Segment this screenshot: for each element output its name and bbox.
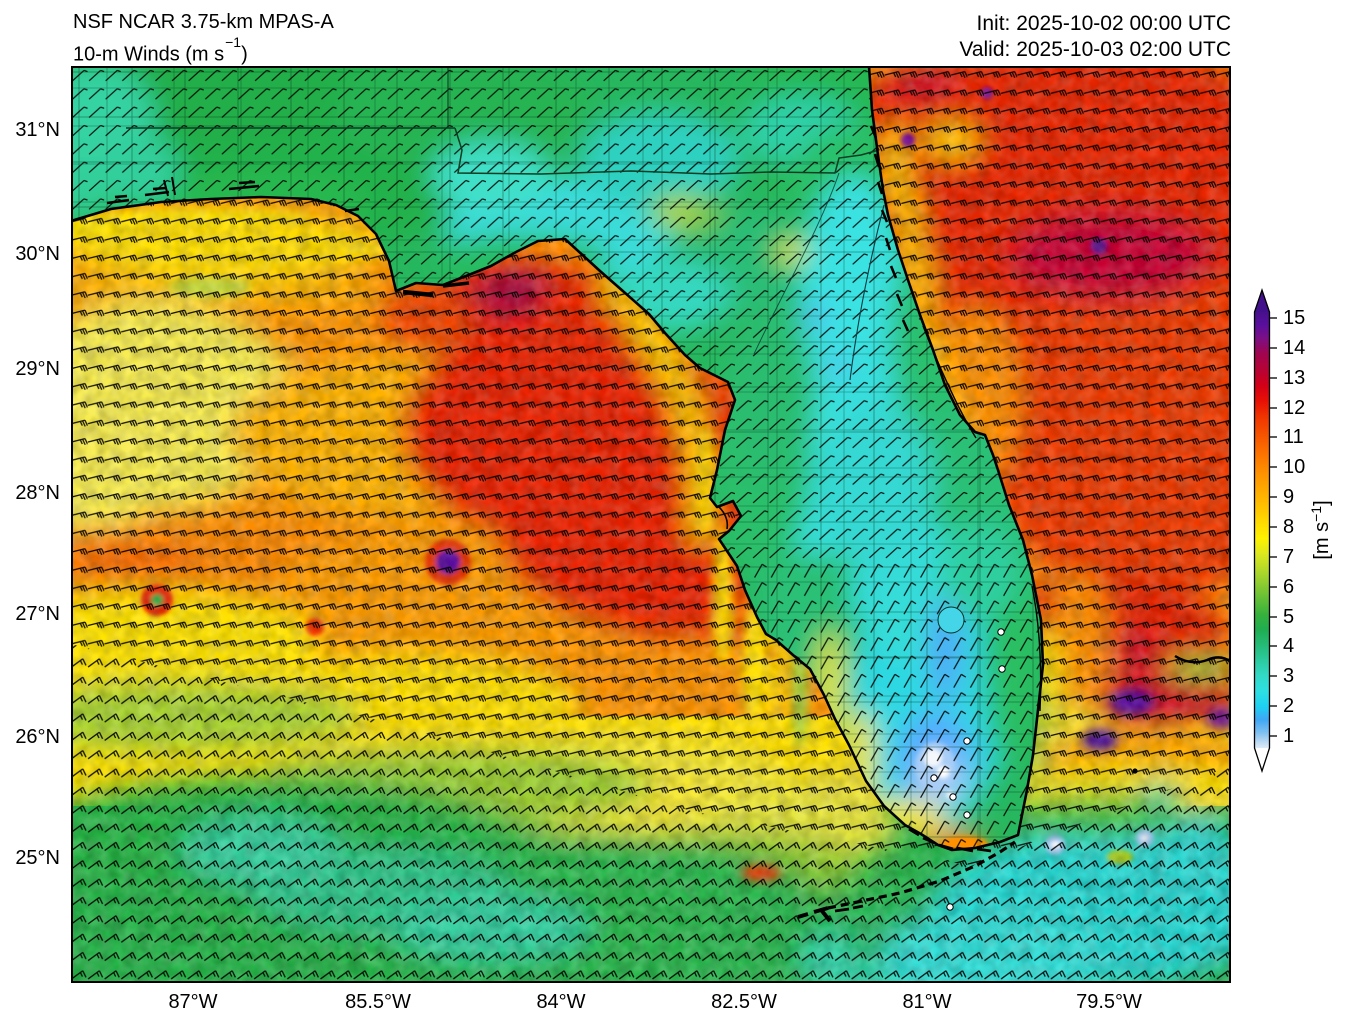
svg-text:3: 3 bbox=[1283, 665, 1294, 687]
svg-text:6: 6 bbox=[1283, 576, 1294, 598]
svg-text:1: 1 bbox=[1283, 725, 1294, 747]
svg-text:[m s−1]: [m s−1] bbox=[1308, 500, 1333, 559]
svg-text:10: 10 bbox=[1283, 456, 1305, 478]
svg-text:5: 5 bbox=[1283, 606, 1294, 628]
svg-text:15: 15 bbox=[1283, 307, 1305, 329]
svg-text:9: 9 bbox=[1283, 486, 1294, 508]
svg-text:7: 7 bbox=[1283, 546, 1294, 568]
svg-text:12: 12 bbox=[1283, 397, 1305, 419]
svg-text:8: 8 bbox=[1283, 516, 1294, 538]
svg-text:4: 4 bbox=[1283, 635, 1294, 657]
svg-text:2: 2 bbox=[1283, 695, 1294, 717]
svg-text:14: 14 bbox=[1283, 337, 1305, 359]
svg-text:11: 11 bbox=[1283, 426, 1304, 448]
svg-text:13: 13 bbox=[1283, 367, 1305, 389]
